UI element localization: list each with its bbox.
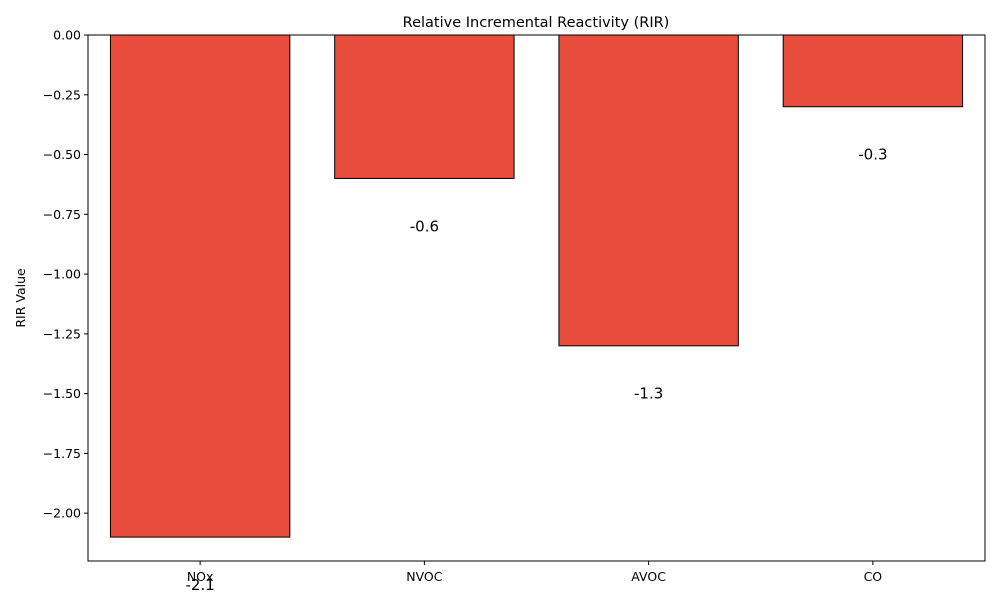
y-tick-label: −2.00 xyxy=(43,506,81,521)
y-tick-label: −1.25 xyxy=(43,326,81,341)
data-label-avoc: -1.3 xyxy=(634,385,663,403)
x-tick-label: AVOC xyxy=(631,569,666,584)
y-ticks-group: 0.00 −0.25 −0.50 −0.75 −1.00 −1.25 −1.50 −1.75 −… xyxy=(43,28,88,521)
data-label-nox: -2.1 xyxy=(185,576,214,594)
x-tick-label: NOx xyxy=(187,569,214,584)
data-label-co: -0.3 xyxy=(858,146,887,164)
x-tick-label: NVOC xyxy=(406,569,443,584)
chart-title: Relative Incremental Reactivity (RIR) xyxy=(403,15,670,31)
y-tick-label: 0.00 xyxy=(53,28,81,43)
y-tick-label: −0.50 xyxy=(43,147,81,162)
data-labels-group: -2.1 -0.6 -1.3 -0.3 xyxy=(185,146,887,594)
bar-avoc xyxy=(558,34,739,347)
y-tick-label: −1.50 xyxy=(43,386,81,401)
y-tick-label: −0.25 xyxy=(43,87,81,102)
data-label-nvoc: -0.6 xyxy=(410,217,439,235)
y-tick-label: −1.75 xyxy=(43,446,81,461)
x-ticks-group: NOx NVOC AVOC CO xyxy=(187,561,882,584)
plot-frame xyxy=(87,34,986,562)
bar-nox xyxy=(109,34,291,538)
bar-nvoc xyxy=(334,34,515,179)
x-tick-label: CO xyxy=(864,569,883,584)
y-tick-label: −0.75 xyxy=(43,207,81,222)
bars-group xyxy=(109,34,964,538)
bar-co xyxy=(782,34,964,108)
y-tick-label: −1.00 xyxy=(43,267,81,282)
y-axis-label: RIR Value xyxy=(13,268,28,328)
